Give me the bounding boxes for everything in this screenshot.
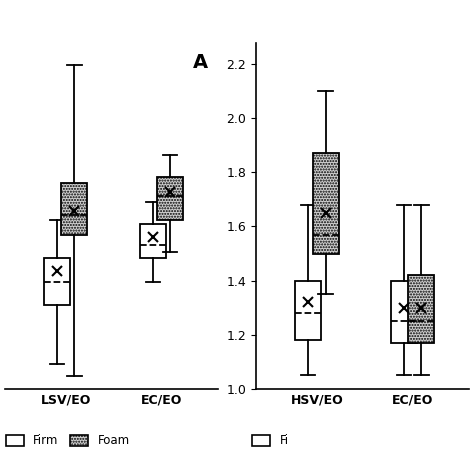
- Bar: [61, 183, 87, 235]
- Bar: [312, 154, 338, 254]
- Legend: Firm, Foam: Firm, Foam: [6, 434, 129, 447]
- Bar: [157, 177, 183, 220]
- Bar: [44, 258, 70, 304]
- Text: A: A: [192, 53, 208, 72]
- Bar: [140, 224, 166, 258]
- Bar: [295, 281, 321, 340]
- Legend: Fi: Fi: [252, 434, 289, 447]
- Bar: [391, 281, 417, 343]
- Bar: [408, 275, 435, 343]
